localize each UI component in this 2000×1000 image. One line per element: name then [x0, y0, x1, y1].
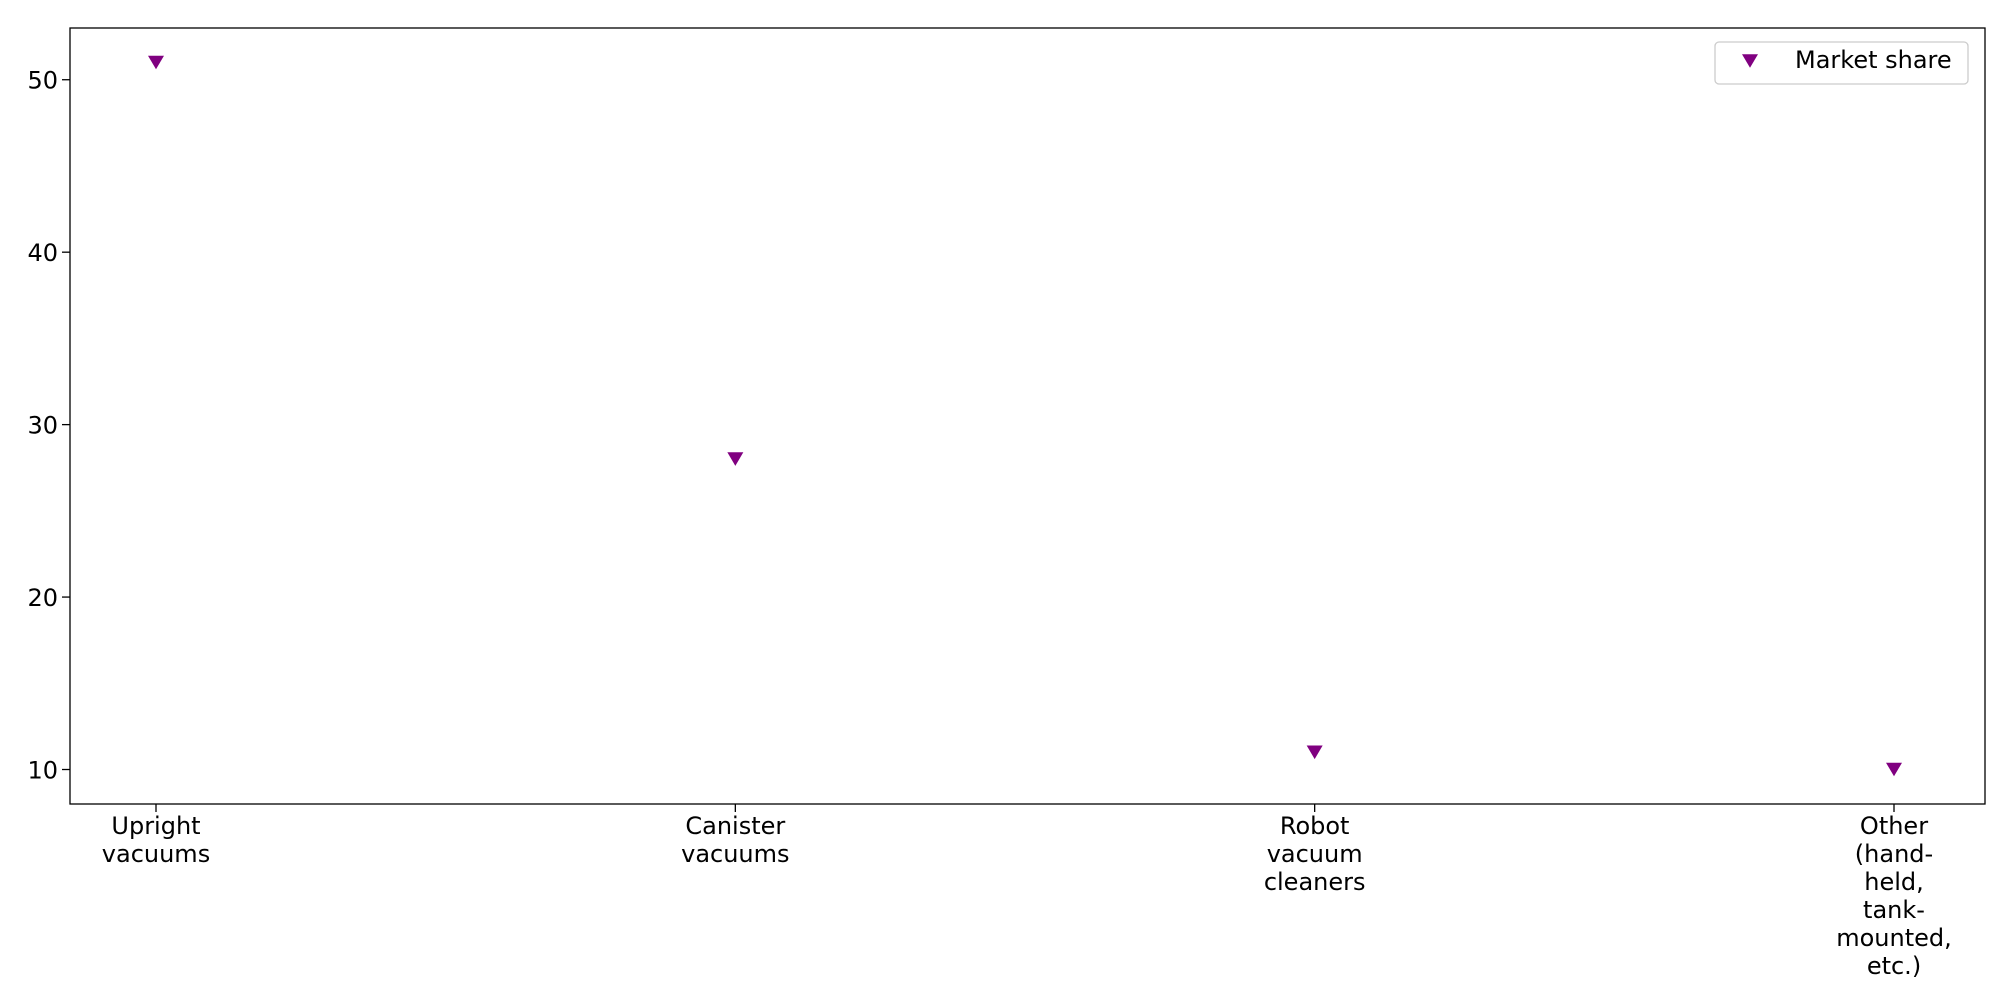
x-tick-label-line: vacuum [1267, 840, 1363, 868]
y-tick-label: 50 [27, 67, 58, 95]
plot-area [69, 27, 1986, 805]
y-tick-label: 20 [27, 584, 58, 612]
y-tick-label: 40 [27, 239, 58, 267]
x-tick-label-line: cleaners [1264, 868, 1366, 896]
x-tick-label-line: etc.) [1867, 952, 1921, 980]
x-tick-label-line: tank- [1863, 896, 1925, 924]
x-tick-label-line: Robot [1280, 812, 1350, 840]
x-tick-label-line: Upright [111, 812, 200, 840]
x-tick-label: Robot vacuum cleaners [1264, 812, 1366, 896]
x-tick-label-line: vacuums [681, 840, 789, 868]
x-tick-label-line: Other [1860, 812, 1928, 840]
legend: Market share [1714, 41, 1969, 85]
data-point [148, 55, 164, 70]
x-tick-label: Canister vacuums [681, 812, 789, 868]
legend-marker-triangle [1742, 54, 1758, 68]
x-tick-label: Other (hand-held, tank-mounted, etc.) [1836, 812, 1952, 980]
x-tick-label-line: held, [1864, 868, 1924, 896]
x-tick-label-line: mounted, [1836, 924, 1952, 952]
data-point [1306, 745, 1323, 760]
x-tick-label-line: Canister [685, 812, 785, 840]
y-tick-label: 30 [27, 412, 58, 440]
y-axis: 10 20 30 40 50 [27, 67, 70, 785]
data-point [727, 452, 744, 466]
x-tick-label-line: (hand- [1855, 840, 1933, 868]
data-points [148, 55, 1902, 777]
y-tick-label: 10 [27, 757, 58, 785]
data-point [1886, 762, 1902, 777]
legend-box [1714, 41, 1969, 85]
x-tick-label: Upright vacuums [102, 812, 210, 868]
x-tick-label-line: vacuums [102, 840, 210, 868]
legend-label: Market share [1795, 46, 1952, 74]
